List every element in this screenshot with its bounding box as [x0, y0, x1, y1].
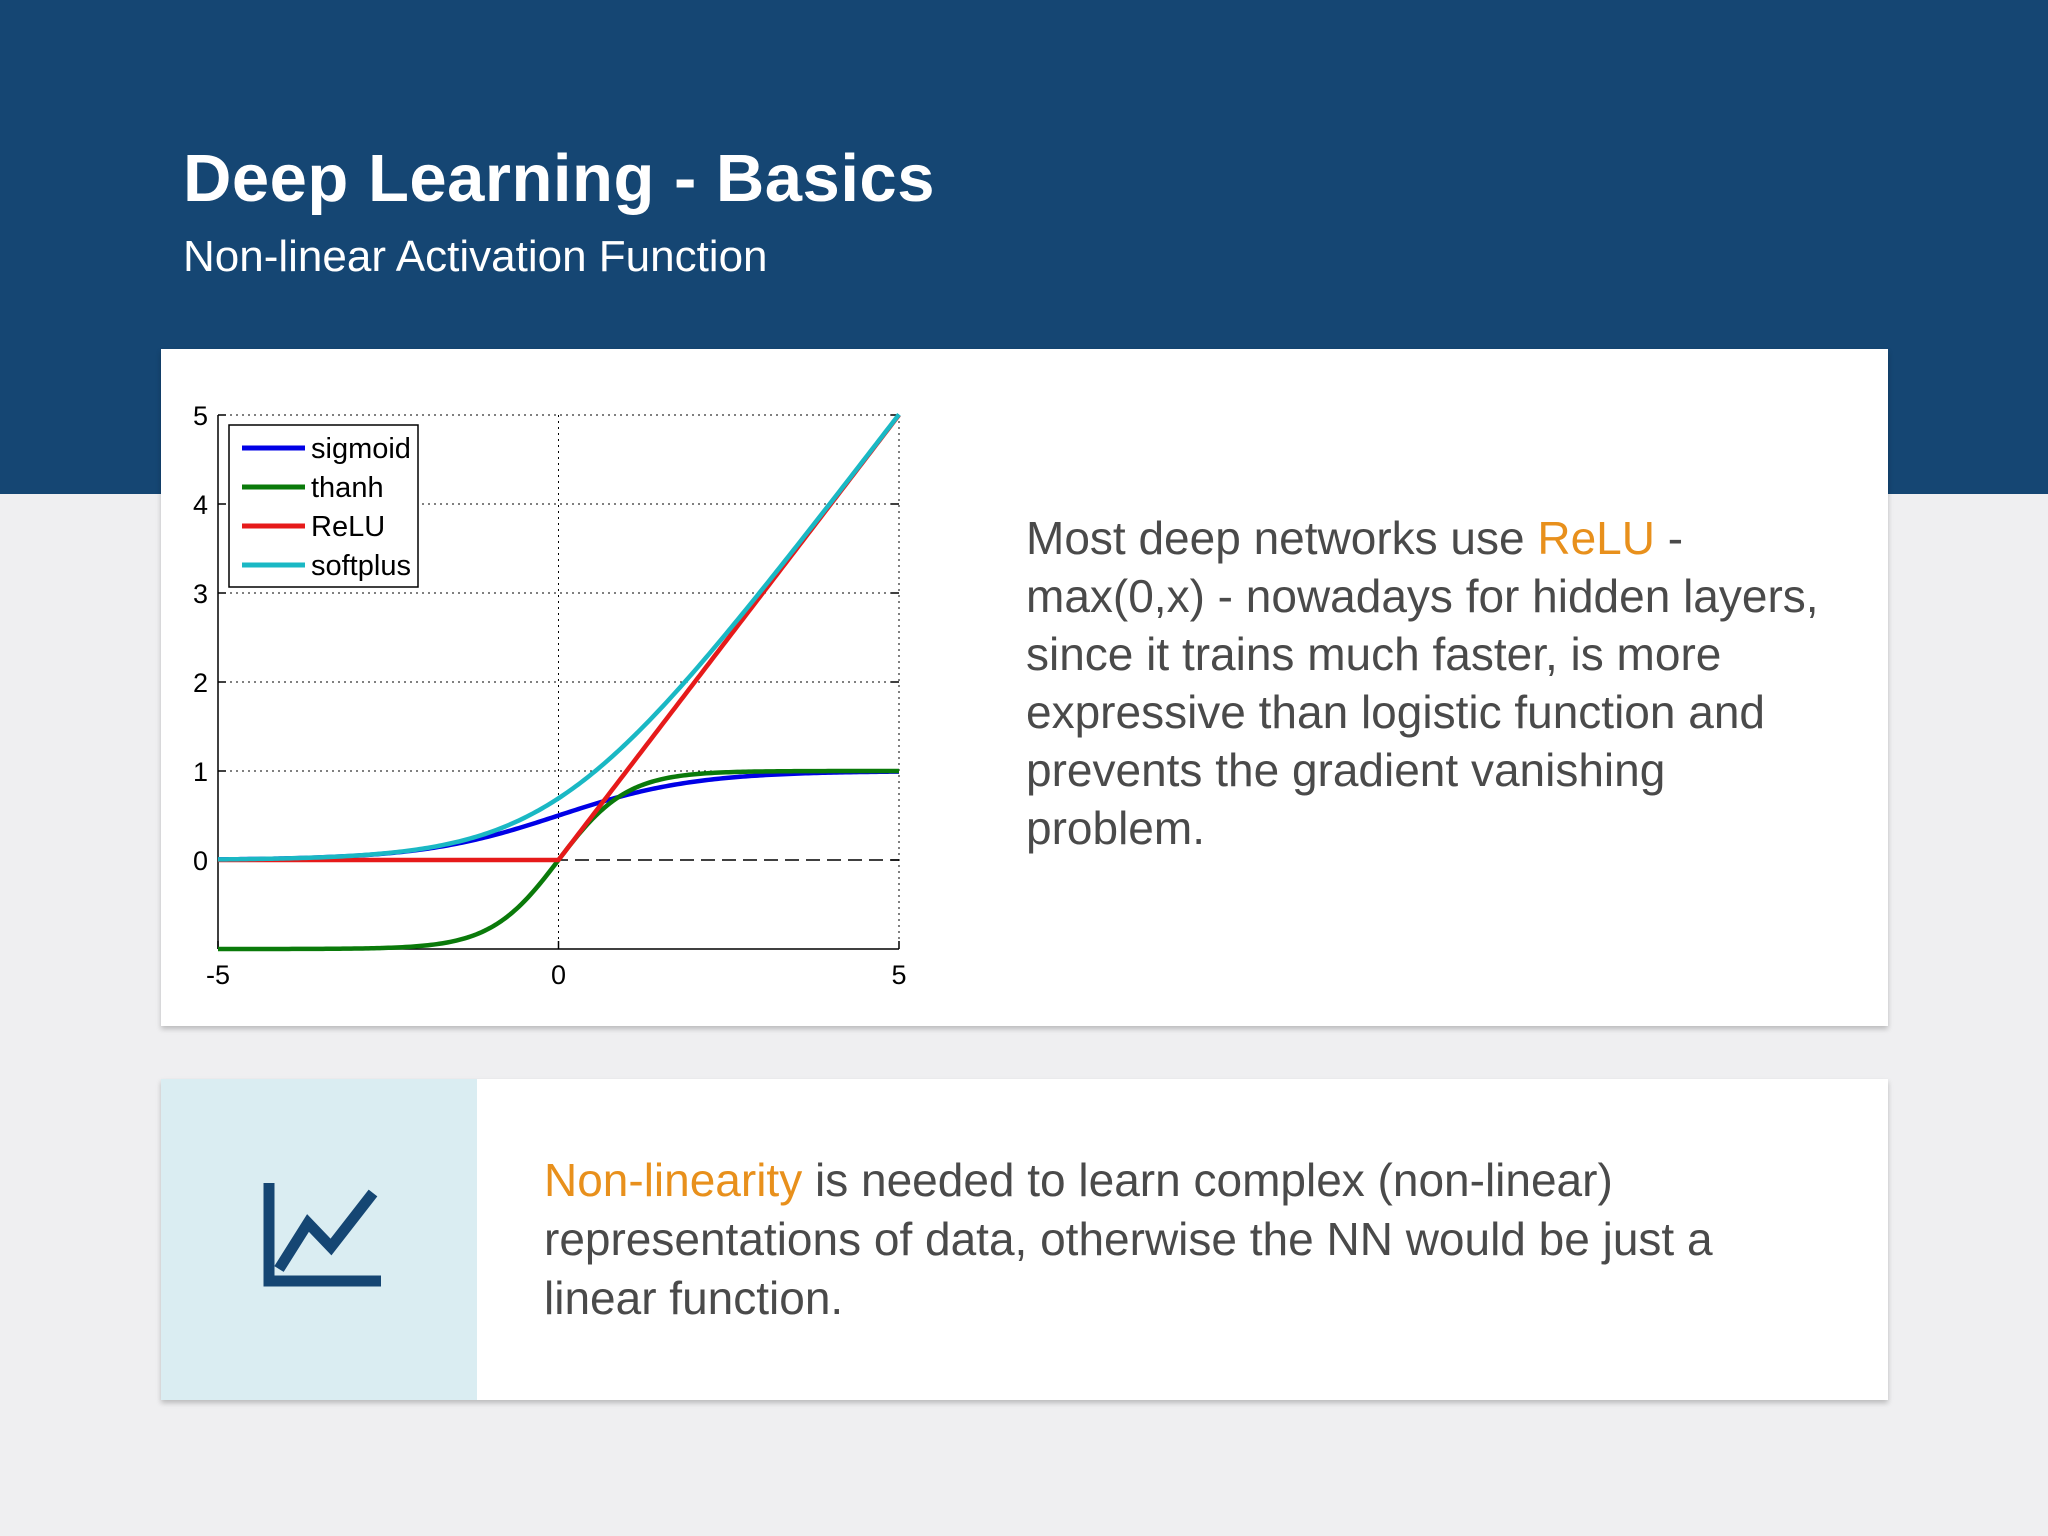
- page-title: Deep Learning - Basics: [183, 141, 935, 216]
- y-tick-label: 3: [193, 579, 208, 609]
- x-tick-label: 5: [891, 960, 906, 990]
- nonlinearity-text-after: is needed to learn complex (non-linear) …: [544, 1154, 1713, 1324]
- x-tick-label: -5: [206, 960, 230, 990]
- legend-label: sigmoid: [311, 433, 411, 465]
- chart-card: 0 1 2 3 4 5 -5 0 5 sigmoid thanh ReLU softplus Most…: [161, 349, 1888, 1026]
- icon-panel: [161, 1079, 477, 1400]
- relu-text-before: Most deep networks use: [1026, 512, 1538, 564]
- y-tick-label: 0: [193, 846, 208, 876]
- chart-series: [217, 413, 901, 952]
- line-chart-icon: [263, 1183, 381, 1287]
- chart-legend: sigmoid thanh ReLU softplus: [228, 424, 419, 588]
- relu-description: Most deep networks use ReLU - max(0,x) -…: [1026, 509, 1826, 857]
- nonlinearity-description: Non-linearity is needed to learn complex…: [544, 1151, 1794, 1328]
- nonlinearity-highlight: Non-linearity: [544, 1154, 803, 1206]
- relu-text-after: - max(0,x) - nowadays for hidden layers,…: [1026, 512, 1819, 854]
- legend-label: softplus: [311, 550, 411, 582]
- series-line-sigmoid: [217, 769, 900, 862]
- series-line-softplus: [217, 413, 901, 862]
- x-tick-label: 0: [551, 960, 566, 990]
- relu-highlight: ReLU: [1537, 512, 1655, 564]
- y-tick-label: 5: [193, 401, 208, 431]
- chart-axes: 0 1 2 3 4 5 -5 0 5: [193, 401, 907, 990]
- y-tick-label: 4: [193, 490, 208, 520]
- nonlinearity-card: Non-linearity is needed to learn complex…: [161, 1079, 1888, 1400]
- legend-label: thanh: [311, 472, 384, 504]
- page-subtitle: Non-linear Activation Function: [183, 232, 768, 281]
- activation-chart: 0 1 2 3 4 5 -5 0 5 sigmoid thanh ReLU softplus: [193, 401, 907, 990]
- y-tick-label: 1: [193, 757, 208, 787]
- legend-label: ReLU: [311, 511, 385, 543]
- y-tick-label: 2: [193, 668, 208, 698]
- legend-box: [228, 424, 419, 588]
